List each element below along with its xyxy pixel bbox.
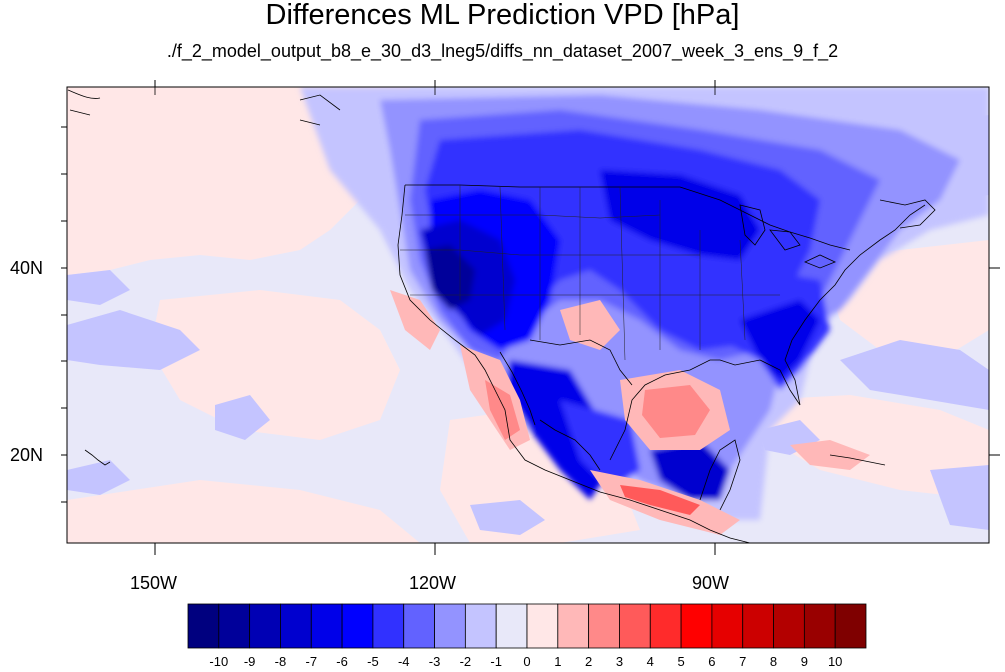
colorbar-tick-label: -2 — [459, 654, 472, 669]
colorbar-swatch — [680, 603, 713, 649]
positive-anomalies — [390, 290, 870, 535]
colorbar-swatch — [649, 603, 682, 649]
colorbar-tick-label: -4 — [397, 654, 410, 669]
colorbar-tick-label: 10 — [827, 654, 843, 669]
colorbar-tick-label: 7 — [739, 654, 747, 669]
plot-title: Differences ML Prediction VPD [hPa] — [265, 0, 740, 31]
colorbar — [187, 603, 867, 649]
colorbar-swatch — [619, 603, 651, 649]
colorbar-swatch — [588, 603, 620, 649]
state-borders — [400, 185, 780, 361]
lat-label-20n: 20N — [10, 445, 44, 465]
colorbar-tick-label: 4 — [646, 654, 654, 669]
colorbar-tick-label: -9 — [243, 654, 256, 669]
map-panel — [67, 87, 989, 543]
lon-label-150w: 150W — [130, 573, 178, 593]
colorbar-swatch — [742, 603, 774, 649]
colorbar-tick-label: -1 — [490, 654, 502, 669]
colorbar-swatch — [310, 603, 343, 649]
lon-label-90w: 90W — [692, 573, 730, 593]
colorbar-swatch — [557, 603, 590, 649]
colorbar-swatch — [803, 603, 836, 649]
colorbar-swatch — [834, 603, 867, 649]
colorbar-tick-label: 0 — [523, 654, 531, 669]
colorbar-tick-label: 3 — [615, 654, 624, 669]
colorbar-tick-label: 9 — [800, 654, 808, 669]
colorbar-tick-label: -7 — [305, 654, 318, 669]
colorbar-swatch — [249, 603, 281, 649]
colorbar-swatch — [434, 603, 466, 649]
colorbar-swatch — [773, 603, 805, 649]
colorbar-tick-label: -3 — [428, 654, 441, 669]
colorbar-tick-label: 5 — [677, 654, 685, 669]
plot-subtitle: ./f_2_model_output_b8_e_30_d3_lneg5/diff… — [166, 41, 839, 61]
colorbar-swatch — [403, 603, 435, 649]
colorbar-tick-label: -8 — [274, 654, 287, 669]
colorbar-swatch — [341, 603, 374, 649]
colorbar-swatch — [711, 603, 744, 649]
colorbar-tick-label: 6 — [708, 654, 716, 669]
axis-ticks — [61, 80, 1000, 555]
colorbar-swatch — [495, 603, 528, 649]
coastlines — [67, 89, 936, 543]
lat-label-40n: 40N — [10, 258, 44, 278]
colorbar-tick-label: 8 — [769, 654, 778, 669]
colorbar-tick-label: -5 — [367, 654, 379, 669]
colorbar-tick-label: -10 — [209, 654, 229, 669]
lat-lon-ticks — [154, 87, 716, 95]
colorbar-tick-label: 1 — [554, 654, 562, 669]
colorbar-swatch — [280, 603, 312, 649]
colorbar-tick-label: -6 — [336, 654, 348, 669]
land-differences — [300, 87, 989, 520]
colorbar-swatch — [187, 603, 220, 649]
colorbar-swatch — [218, 603, 251, 649]
colorbar-swatch — [526, 603, 559, 649]
colorbar-swatch — [464, 603, 497, 649]
colorbar-tick-label: 2 — [585, 654, 593, 669]
colorbar-swatch — [372, 603, 405, 649]
lon-label-120w: 120W — [409, 573, 457, 593]
